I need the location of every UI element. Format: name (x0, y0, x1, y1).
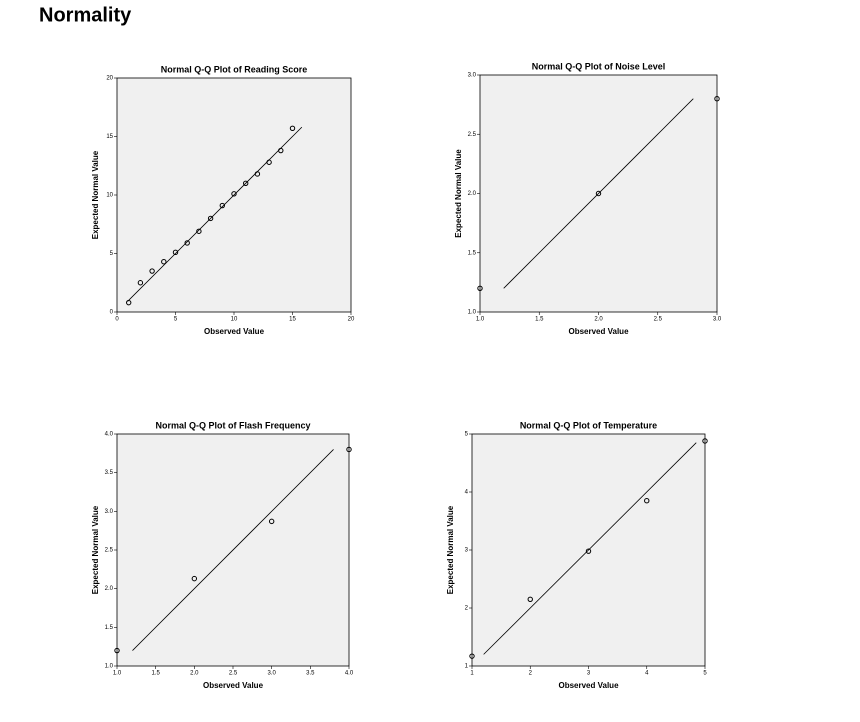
y-tick-label: 1 (465, 664, 469, 670)
x-axis-label: Observed Value (558, 681, 619, 690)
data-point (644, 498, 650, 504)
y-tick-label: 1.5 (468, 250, 477, 256)
y-tick-label: 4.0 (105, 432, 114, 438)
x-axis-label: Observed Value (204, 327, 265, 336)
x-axis-label: Observed Value (568, 327, 629, 336)
x-tick-label: 1.0 (113, 671, 122, 677)
y-tick-label: 5 (110, 251, 114, 257)
data-point (268, 518, 275, 525)
data-point (196, 228, 202, 234)
y-tick-label: 2 (465, 606, 469, 612)
data-point (126, 299, 132, 306)
data-point (595, 190, 602, 197)
x-axis-label: Observed Value (203, 681, 264, 690)
x-tick-label: 2.0 (190, 671, 199, 677)
y-tick-label: 2.5 (105, 548, 114, 554)
reference-line (127, 126, 303, 302)
data-point (191, 575, 198, 582)
chart-title: Normal Q-Q Plot of Reading Score (161, 64, 308, 74)
data-point (289, 125, 296, 132)
y-tick-label: 3.0 (105, 509, 114, 515)
heading: Normality (39, 4, 132, 26)
y-tick-label: 2.0 (105, 586, 114, 592)
x-tick-label: 3.5 (306, 671, 315, 677)
x-tick-label: 15 (289, 317, 296, 323)
x-tick-label: 2.5 (229, 671, 238, 677)
y-tick-label: 3.5 (105, 470, 114, 476)
y-tick-label: 3 (465, 548, 469, 554)
data-point (137, 280, 144, 286)
y-tick-label: 1.0 (468, 310, 477, 316)
x-tick-label: 1.5 (535, 317, 544, 323)
x-tick-label: 0 (115, 317, 119, 323)
y-tick-label: 2.5 (468, 132, 477, 138)
data-point (278, 147, 284, 154)
data-point (172, 249, 179, 256)
data-point (585, 548, 592, 554)
y-axis-label: Expected Normal Value (454, 149, 463, 238)
data-point (114, 647, 120, 654)
data-point (219, 202, 226, 209)
chart-title: Normal Q-Q Plot of Temperature (520, 420, 657, 430)
x-tick-label: 5 (703, 671, 707, 677)
y-tick-label: 1.0 (105, 664, 114, 670)
data-point (477, 285, 483, 291)
data-point (161, 258, 167, 265)
x-tick-label: 4.0 (345, 671, 354, 677)
data-point (243, 180, 249, 187)
x-tick-label: 3 (587, 671, 591, 677)
reference-line (503, 98, 694, 289)
x-tick-label: 1.5 (151, 671, 160, 677)
y-axis-label: Expected Normal Value (446, 505, 455, 594)
data-point (149, 268, 155, 274)
y-axis-label: Expected Normal Value (91, 150, 100, 239)
chart-title: Normal Q-Q Plot of Noise Level (532, 61, 666, 71)
x-tick-label: 20 (348, 317, 355, 323)
data-point (527, 596, 533, 602)
data-point (702, 438, 708, 444)
y-tick-label: 3.0 (468, 73, 477, 79)
x-tick-label: 2 (529, 671, 533, 677)
y-tick-label: 4 (465, 490, 469, 496)
data-point (469, 653, 475, 659)
y-tick-label: 20 (106, 76, 113, 82)
y-axis-label: Expected Normal Value (91, 505, 100, 594)
x-tick-label: 1.0 (476, 317, 485, 323)
y-tick-label: 1.5 (105, 625, 114, 631)
data-point (207, 215, 214, 222)
x-tick-label: 3.0 (713, 317, 722, 323)
data-point (346, 446, 352, 453)
x-tick-label: 4 (645, 671, 649, 677)
data-point (266, 159, 272, 165)
x-tick-label: 10 (231, 317, 238, 323)
x-tick-label: 2.0 (594, 317, 603, 323)
data-point (231, 191, 237, 197)
data-point (714, 96, 720, 102)
y-tick-label: 10 (106, 193, 113, 199)
x-tick-label: 2.5 (654, 317, 663, 323)
reference-line (483, 442, 697, 655)
y-tick-label: 15 (106, 134, 113, 140)
reference-line (132, 449, 334, 651)
data-point (254, 171, 261, 177)
x-tick-label: 1 (470, 671, 474, 677)
y-tick-label: 5 (465, 432, 469, 438)
y-tick-label: 2.0 (468, 191, 477, 197)
data-point (184, 240, 190, 246)
x-tick-label: 5 (174, 317, 178, 323)
chart-title: Normal Q-Q Plot of Flash Frequency (155, 420, 310, 430)
y-tick-label: 0 (110, 310, 114, 316)
x-tick-label: 3.0 (267, 671, 276, 677)
